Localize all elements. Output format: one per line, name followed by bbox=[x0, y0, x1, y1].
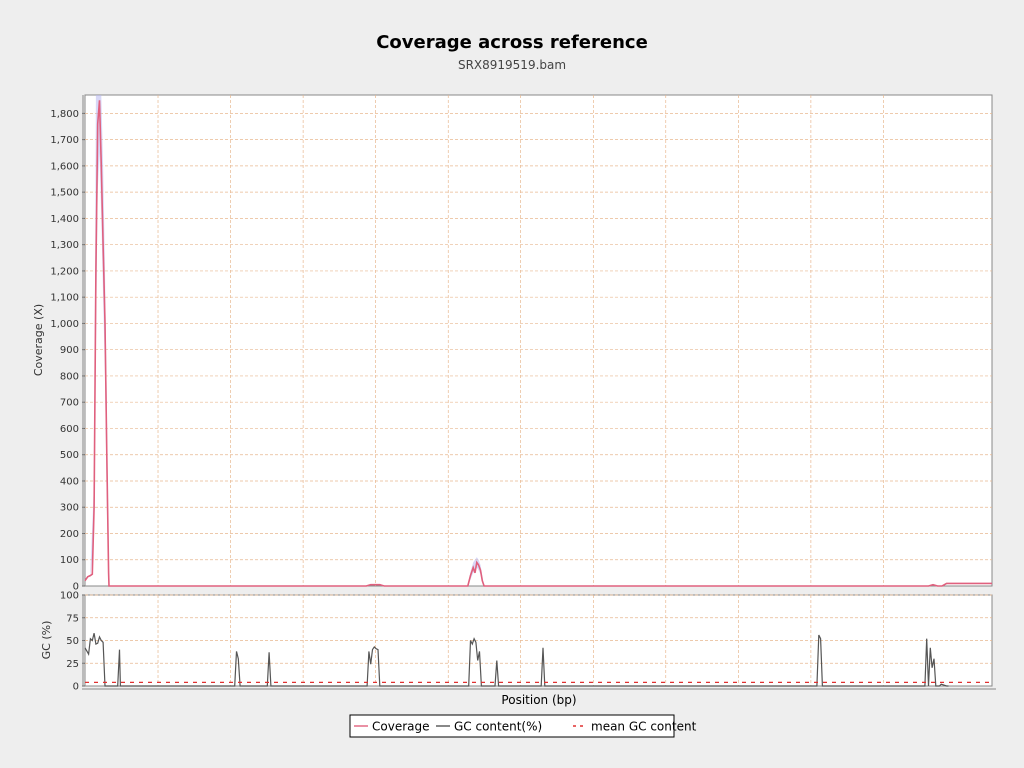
y-tick-label: 100 bbox=[60, 555, 79, 566]
gc-content-series-line bbox=[84, 633, 949, 687]
y-tick-label: 1,200 bbox=[50, 266, 79, 277]
y-tick-label: 200 bbox=[60, 529, 79, 540]
y-tick-label: 700 bbox=[60, 398, 79, 409]
legend-entry-label: Coverage bbox=[372, 720, 430, 734]
chart-subtitle: SRX8919519.bam bbox=[458, 58, 566, 72]
y-tick-label: 1,400 bbox=[50, 214, 79, 225]
y-tick-label: 1,300 bbox=[50, 240, 79, 251]
gc-panel: 0 25 50 75 100 bbox=[60, 591, 996, 693]
y-tick-label: 1,600 bbox=[50, 161, 79, 172]
y-tick-label: 300 bbox=[60, 503, 79, 514]
legend-entry-label: mean GC content bbox=[591, 720, 697, 734]
y-tick-label: 0 bbox=[73, 582, 79, 593]
chart-title: Coverage across reference bbox=[376, 32, 648, 53]
y-tick-label: 1,800 bbox=[50, 109, 79, 120]
y-tick-label: 1,100 bbox=[50, 293, 79, 304]
legend: Coverage GC content(%) mean GC content bbox=[349, 714, 697, 738]
legend-box bbox=[349, 714, 675, 738]
coverage-panel: 0 100 200 300 400 500 600 700 800 900 1,000 1,100 1,… bbox=[50, 94, 993, 593]
gc-y-axis-label: GC (%) bbox=[40, 621, 53, 660]
y-tick-label: 50 bbox=[66, 636, 79, 647]
coverage-y-axis-label: Coverage (X) bbox=[32, 304, 45, 376]
y-tick-label: 1,000 bbox=[50, 319, 79, 330]
y-tick-label: 800 bbox=[60, 371, 79, 382]
coverage-series-line bbox=[84, 100, 992, 587]
legend-entry-label: GC content(%) bbox=[454, 720, 542, 734]
y-tick-label: 0 bbox=[73, 682, 79, 693]
y-tick-label: 600 bbox=[60, 424, 79, 435]
y-tick-label: 1,500 bbox=[50, 188, 79, 199]
y-tick-label: 25 bbox=[66, 659, 79, 670]
y-tick-label: 900 bbox=[60, 345, 79, 356]
coverage-plot-area bbox=[84, 94, 993, 587]
y-tick-label: 1,700 bbox=[50, 135, 79, 146]
y-tick-label: 100 bbox=[60, 591, 79, 602]
y-tick-label: 75 bbox=[66, 613, 79, 624]
y-tick-label: 400 bbox=[60, 476, 79, 487]
y-tick-label: 500 bbox=[60, 450, 79, 461]
x-axis-label: Position (bp) bbox=[501, 693, 576, 707]
coverage-confidence-band bbox=[467, 557, 485, 586]
